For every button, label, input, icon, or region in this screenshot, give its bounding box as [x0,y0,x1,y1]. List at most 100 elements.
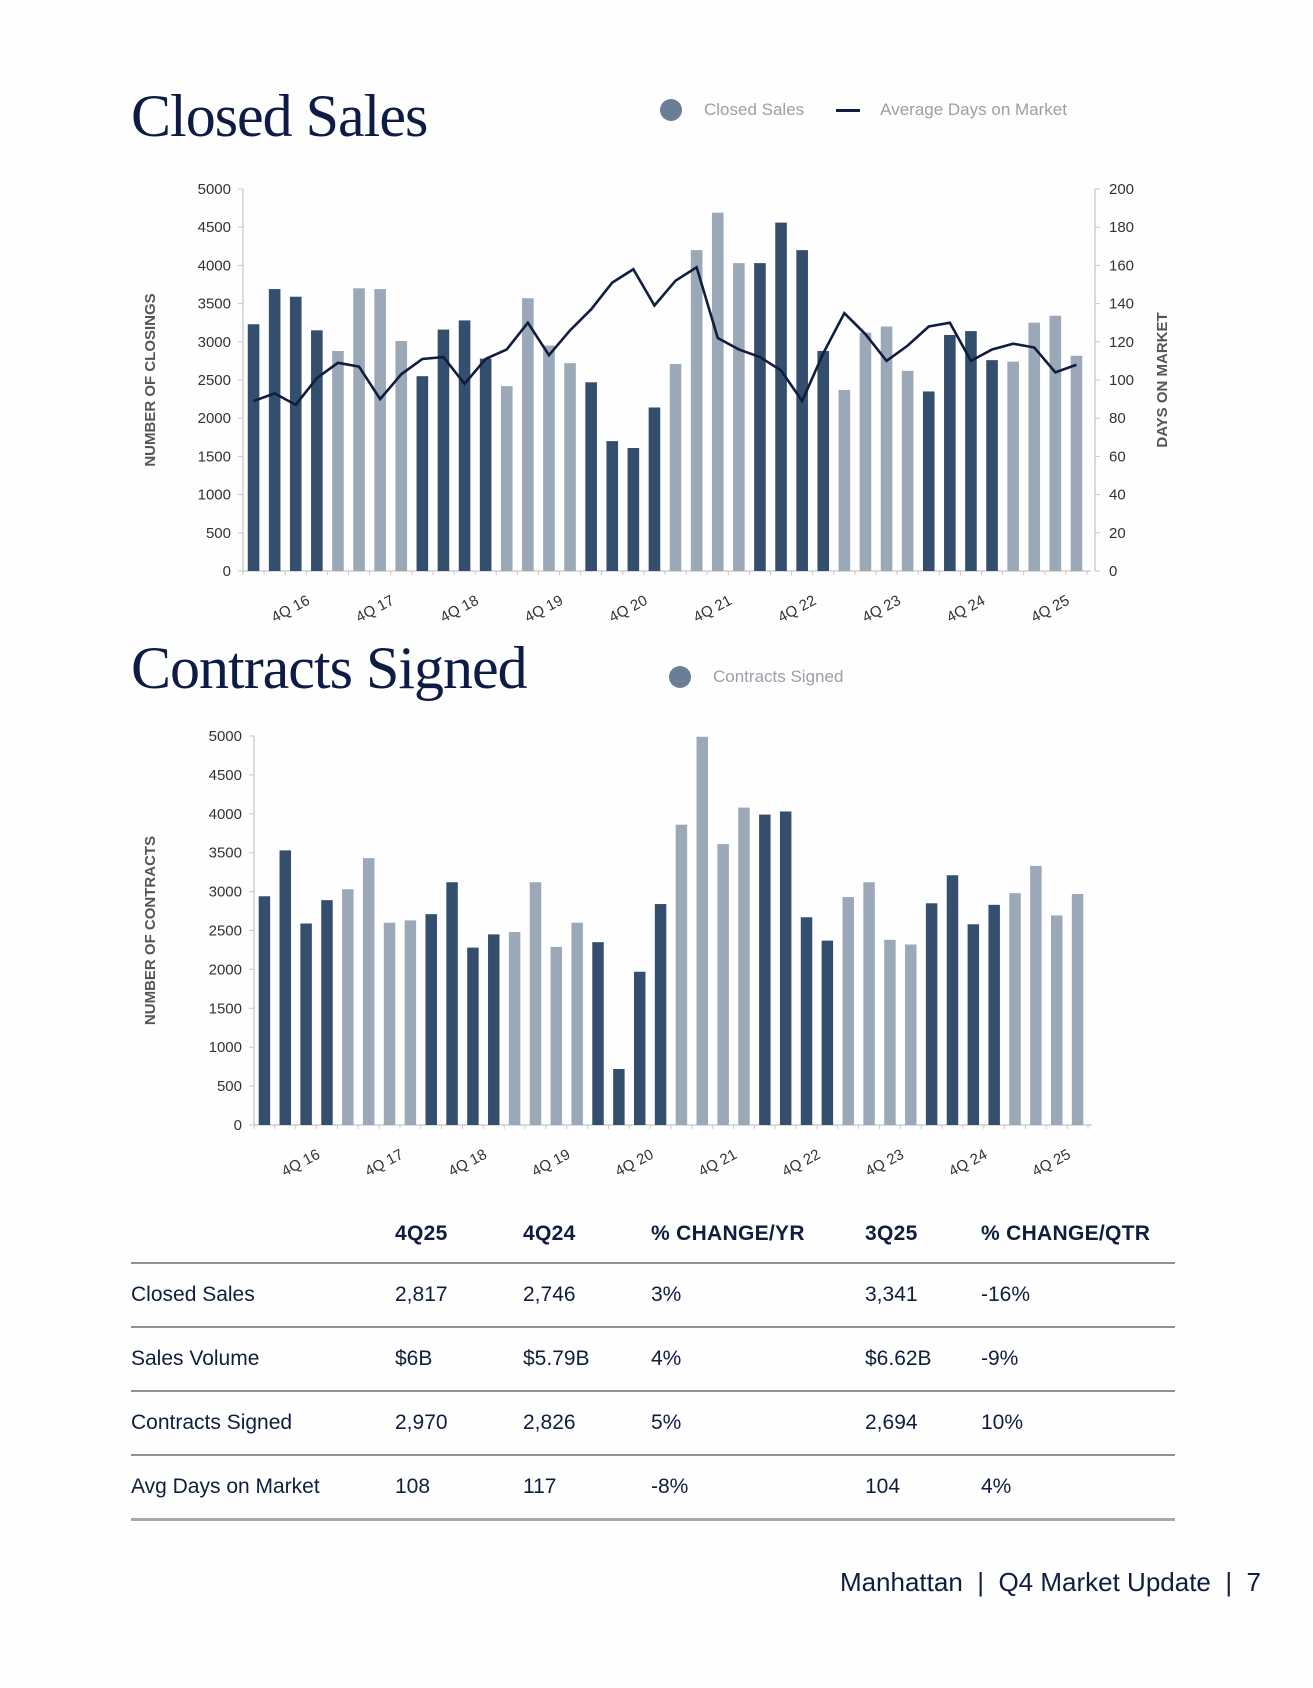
bar [905,944,917,1125]
header-3q25: 3Q25 [865,1222,918,1245]
bar [1030,865,1042,1125]
bar [944,334,956,571]
bar [775,222,787,571]
bar [342,889,354,1125]
bar [571,922,583,1125]
x-tick-label: 4Q 19 [522,592,566,626]
closed-sales-title: Closed Sales [131,83,428,149]
y2-tick-label: 180 [1109,219,1134,236]
bar [696,736,709,1125]
legend-label-days-on-market: Average Days on Market [880,100,1067,119]
y-tick-label: 3000 [198,334,231,351]
bar [268,289,281,571]
cell-4q24: 2,826 [523,1390,651,1455]
bar [842,897,854,1125]
legend-label-closed-sales: Closed Sales [704,100,805,119]
bar [738,807,750,1125]
bar [395,341,408,571]
table-row: Closed Sales 2,817 2,746 3% 3,341 -16% [131,1262,1175,1327]
header-4q24: 4Q24 [523,1222,576,1245]
x-tick-label: 4Q 23 [860,592,904,626]
y2-tick-label: 80 [1109,410,1126,427]
bar [754,263,766,571]
x-tick-label: 4Q 19 [529,1146,573,1180]
bar [437,329,450,571]
bar [446,882,458,1125]
y2-tick-label: 200 [1109,181,1134,198]
days-on-market-legend-line-icon [836,108,861,112]
y-tick-label: 4000 [198,257,231,274]
bar [779,811,792,1125]
y-tick-label: 0 [223,563,231,580]
bar [967,924,980,1125]
bar [479,358,492,571]
y-axis-title: NUMBER OF CLOSINGS [142,293,159,466]
cell-change-qtr: -9% [981,1326,1175,1391]
cell-4q24: 2,746 [523,1262,651,1327]
bar [1009,893,1021,1125]
y-tick-label: 2500 [198,372,231,389]
y2-tick-label: 120 [1109,334,1134,351]
cell-change-yr: 5% [651,1390,865,1455]
bar [880,326,893,571]
bar [1050,915,1063,1125]
bar [838,389,851,571]
y-tick-label: 1000 [198,487,231,504]
cell-change-yr: 3% [651,1262,865,1327]
x-tick-label: 4Q 24 [944,592,988,626]
row-label: Closed Sales [131,1262,395,1327]
bar [585,382,597,571]
cell-3q25: 3,341 [865,1262,981,1327]
bar [550,946,563,1125]
y-tick-label: 3000 [209,884,242,901]
bar [458,320,471,571]
bar [690,250,703,571]
x-tick-label: 4Q 25 [1028,592,1072,626]
cell-3q25: 2,694 [865,1390,981,1455]
bar [258,896,271,1125]
x-tick-label: 4Q 24 [946,1146,990,1180]
bar [717,844,729,1125]
bar [425,914,437,1125]
bar [796,250,808,571]
y-tick-label: 2500 [209,923,242,940]
y-tick-label: 3500 [209,845,242,862]
x-tick-label: 4Q 20 [606,592,650,626]
contracts-signed-chart: 0 500 1000 1500 2000 2500 3000 3500 4000 4500 5000… [142,728,1092,1180]
bar [332,350,344,571]
bar [922,391,935,571]
x-tick-label: 4Q 16 [269,592,313,626]
bar [300,923,312,1125]
page-footer: Manhattan | Q4 Market Update | 7 [839,1567,1261,1597]
bar [564,363,576,571]
x-tick-label: 4Q 17 [362,1146,406,1180]
x-tick-label: 4Q 25 [1029,1146,1073,1180]
y-tick-label: 4000 [209,806,242,823]
bar [311,330,323,571]
closed-sales-legend-dot-icon [660,99,682,121]
bar [733,263,745,571]
x-tick-label: 4Q 18 [446,1146,490,1180]
bar [508,932,521,1125]
y-tick-label: 4500 [198,219,231,236]
cell-3q25: $6.62B [865,1326,981,1391]
y2-tick-label: 60 [1109,448,1126,465]
bar [522,298,534,571]
bar [362,858,375,1125]
bar [467,947,479,1125]
cell-4q25: 108 [395,1454,523,1521]
bar [988,904,1000,1125]
bar [800,917,813,1125]
y-tick-label: 5000 [198,181,231,198]
bar [289,296,302,571]
bar [529,882,542,1125]
closed-sales-legend: Closed Sales Average Days on Market [660,99,1067,121]
bar [383,922,396,1125]
x-tick-label: 4Q 20 [612,1146,656,1180]
bar [859,332,872,571]
cell-change-yr: -8% [651,1454,865,1521]
bar [817,350,830,571]
bar [863,882,875,1125]
cell-change-yr: 4% [651,1326,865,1391]
days-on-market-line [253,265,1077,407]
